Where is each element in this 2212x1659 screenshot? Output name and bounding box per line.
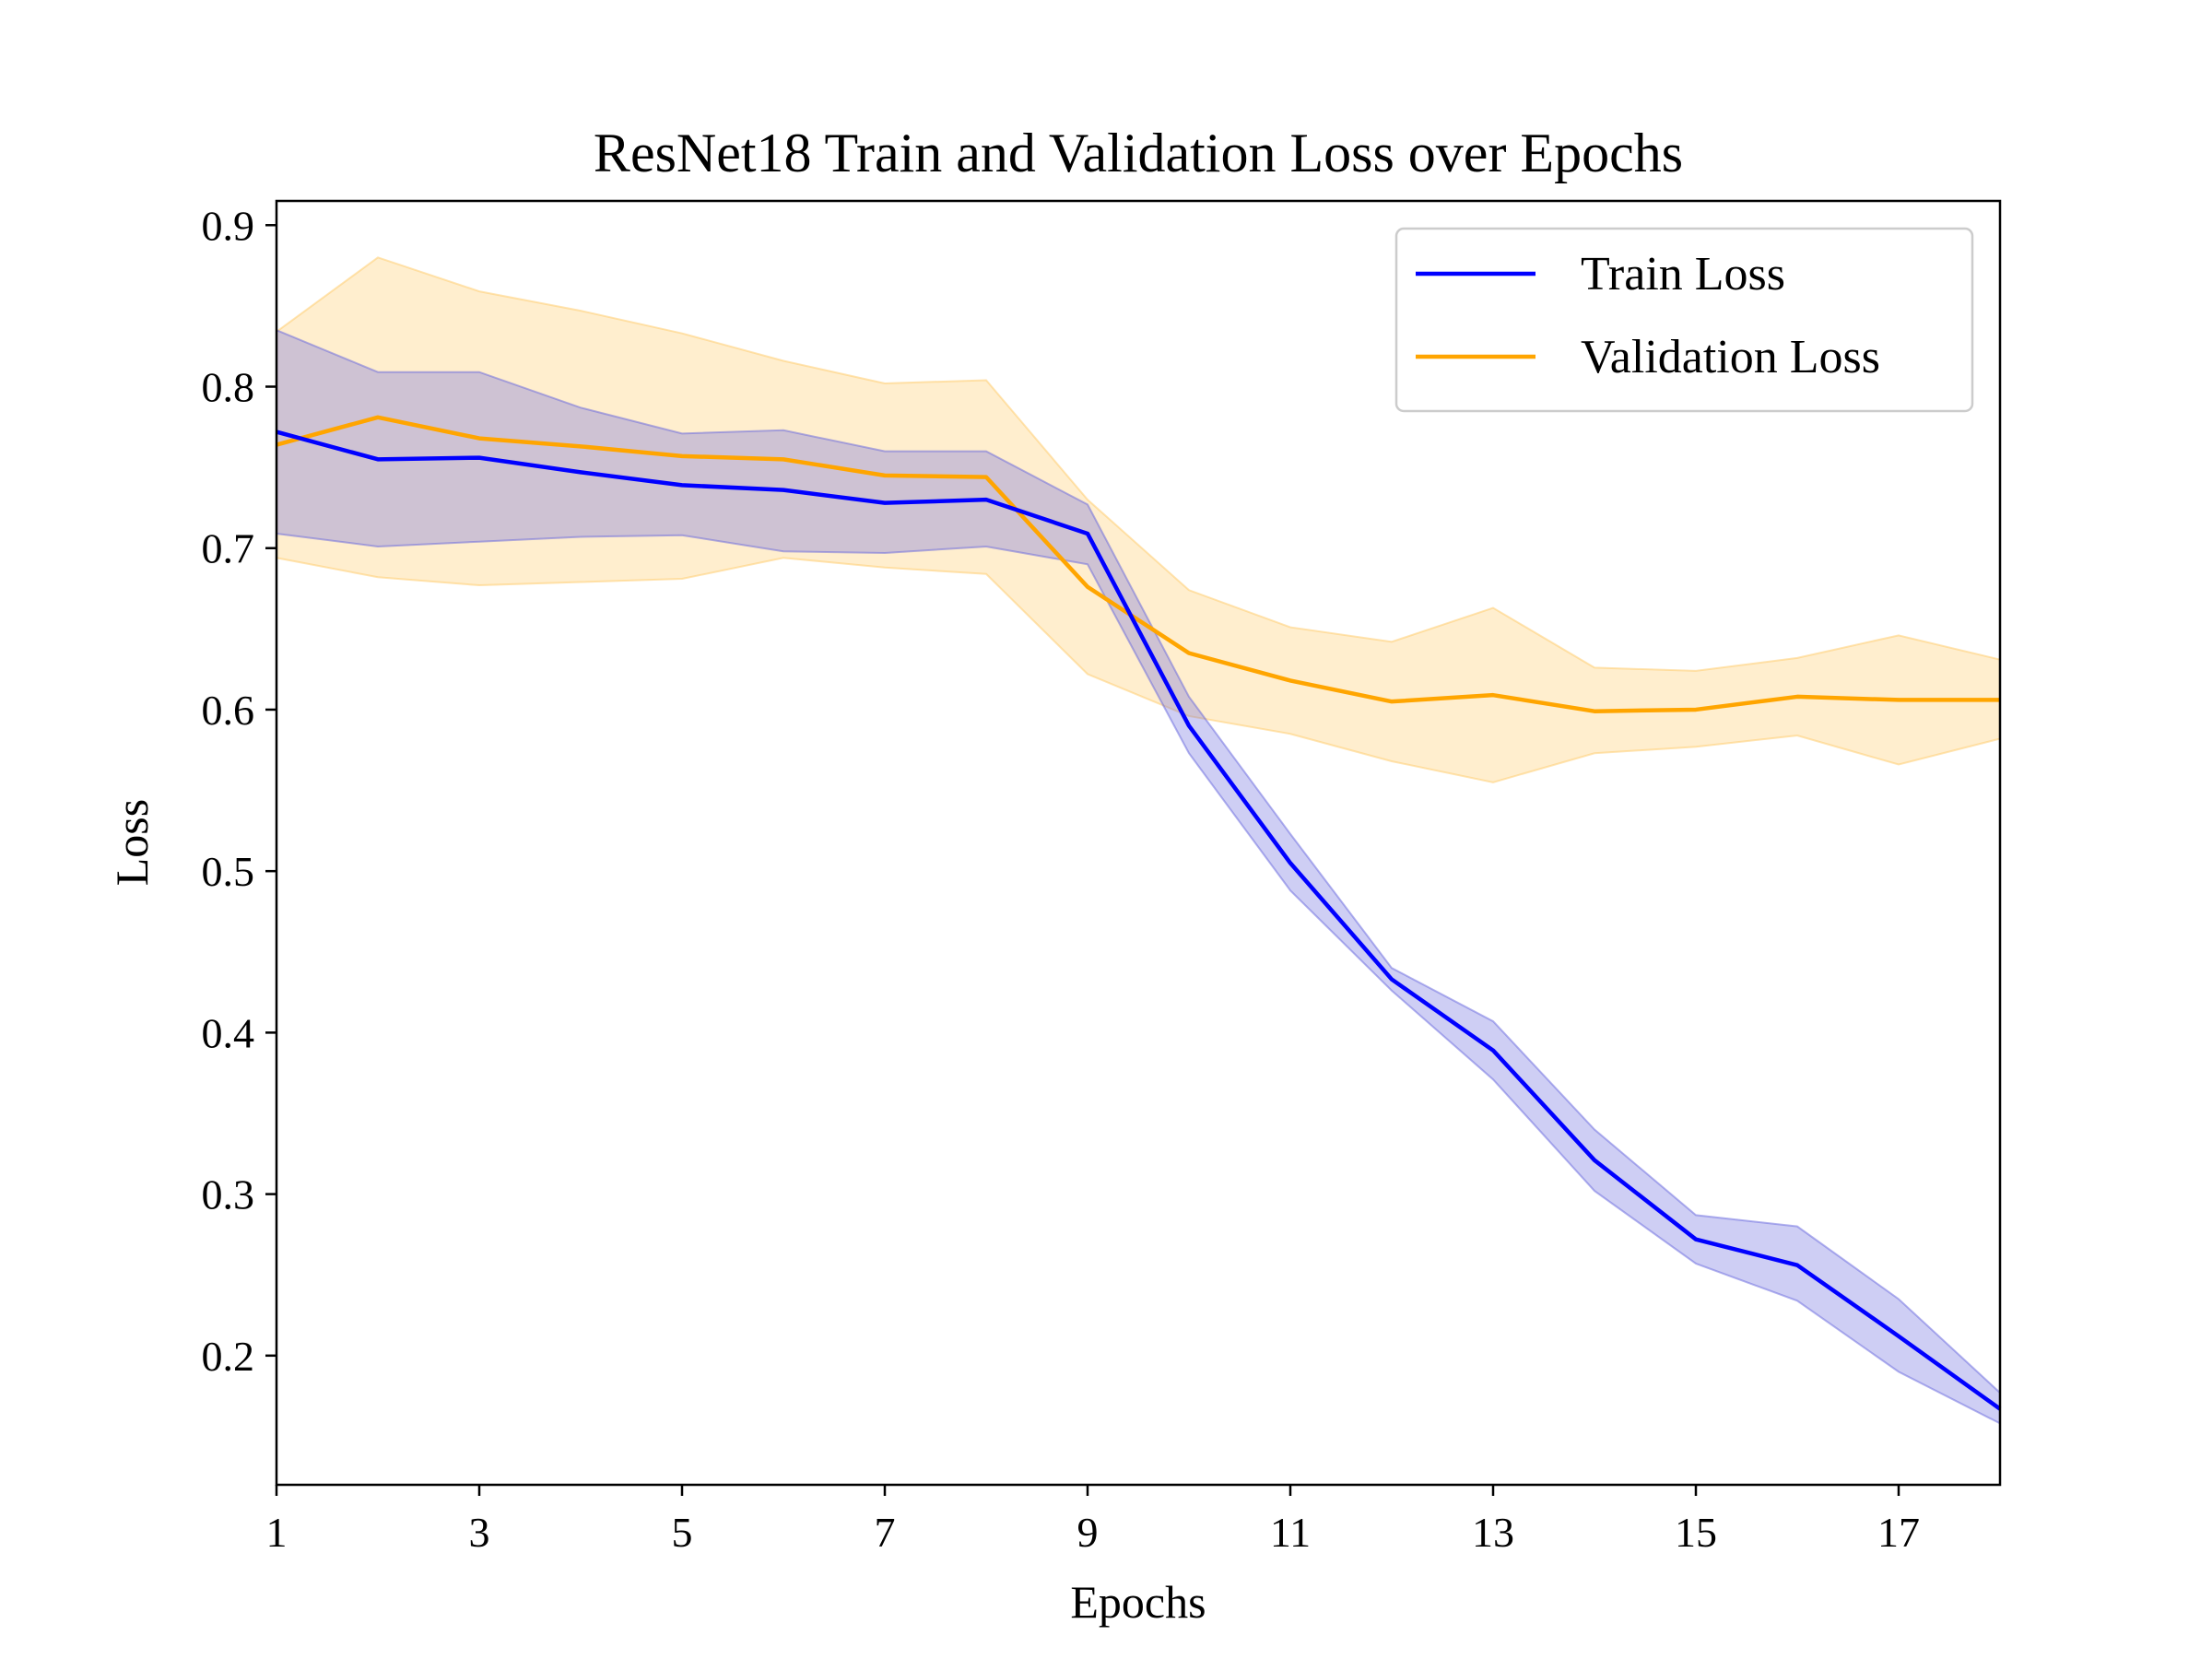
x-tick-label: 1 — [266, 1509, 288, 1556]
x-axis-label: Epochs — [1070, 1576, 1206, 1628]
y-axis-label: Loss — [106, 799, 158, 886]
x-tick-label: 7 — [875, 1509, 896, 1556]
series-lines — [276, 415, 2002, 1411]
legend-label-train-loss: Train Loss — [1581, 248, 1785, 300]
x-tick-label: 5 — [672, 1509, 693, 1556]
y-tick-label: 0.9 — [202, 202, 255, 249]
y-tick-label: 0.3 — [202, 1171, 255, 1218]
x-tick-label: 17 — [1877, 1509, 1920, 1556]
y-tick-label: 0.5 — [202, 848, 255, 895]
y-axis-ticks: 0.2 0.3 0.4 0.5 0.6 0.7 0.8 0.9 — [202, 202, 276, 1380]
y-tick-label: 0.4 — [202, 1009, 255, 1056]
chart-title: ResNet18 Train and Validation Loss over … — [594, 123, 1683, 183]
x-axis-ticks: 1 3 5 7 9 11 13 15 17 — [266, 1485, 1920, 1556]
plot-frame — [275, 199, 2002, 1487]
legend: Train Loss Validation Loss — [1394, 227, 1974, 413]
x-tick-label: 11 — [1270, 1509, 1311, 1556]
validation-loss-line — [276, 415, 2000, 713]
x-tick-label: 3 — [469, 1509, 490, 1556]
x-tick-label: 13 — [1472, 1509, 1514, 1556]
legend-box — [1394, 227, 1974, 413]
x-tick-label: 9 — [1077, 1509, 1099, 1556]
y-tick-label: 0.8 — [202, 364, 255, 411]
y-tick-label: 0.7 — [202, 525, 255, 572]
legend-label-validation-loss: Validation Loss — [1581, 331, 1880, 383]
x-tick-label: 15 — [1675, 1509, 1717, 1556]
y-tick-label: 0.2 — [202, 1333, 255, 1380]
train-loss-line — [276, 429, 2002, 1411]
y-tick-label: 0.6 — [202, 687, 255, 734]
